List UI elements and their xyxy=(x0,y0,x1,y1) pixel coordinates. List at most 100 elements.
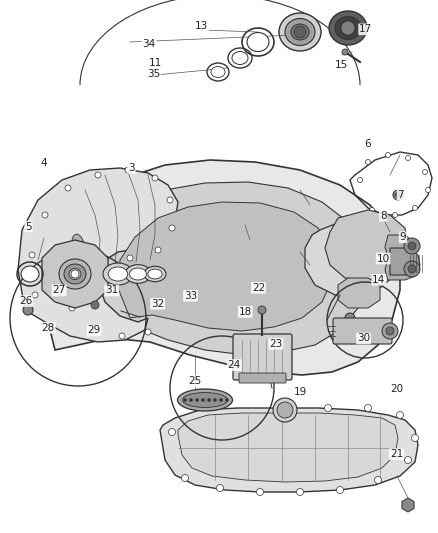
Text: 23: 23 xyxy=(269,339,283,349)
Text: 33: 33 xyxy=(184,291,197,301)
Text: 9: 9 xyxy=(399,232,406,242)
Polygon shape xyxy=(118,202,333,331)
Text: 3: 3 xyxy=(128,163,135,173)
Circle shape xyxy=(119,333,125,339)
Circle shape xyxy=(382,323,398,339)
Circle shape xyxy=(65,185,71,191)
Circle shape xyxy=(325,405,332,411)
FancyBboxPatch shape xyxy=(333,318,392,344)
Text: 17: 17 xyxy=(359,25,372,34)
Circle shape xyxy=(385,152,391,157)
Polygon shape xyxy=(338,278,380,308)
Ellipse shape xyxy=(247,33,269,52)
Circle shape xyxy=(208,399,211,401)
Text: 4: 4 xyxy=(40,158,47,167)
Circle shape xyxy=(190,399,192,401)
Circle shape xyxy=(345,313,355,323)
Text: 28: 28 xyxy=(42,323,55,333)
Text: 19: 19 xyxy=(293,387,307,397)
Text: 6: 6 xyxy=(364,139,371,149)
Circle shape xyxy=(91,301,99,309)
Text: 34: 34 xyxy=(142,39,155,49)
Polygon shape xyxy=(88,182,365,355)
Polygon shape xyxy=(385,258,415,280)
Circle shape xyxy=(92,325,98,331)
Text: 29: 29 xyxy=(88,326,101,335)
Circle shape xyxy=(364,405,371,411)
Circle shape xyxy=(393,190,403,200)
Text: 26: 26 xyxy=(19,296,32,306)
Circle shape xyxy=(95,172,101,178)
Circle shape xyxy=(213,399,216,401)
Text: 22: 22 xyxy=(252,283,265,293)
Circle shape xyxy=(65,282,71,288)
Circle shape xyxy=(69,305,75,311)
Circle shape xyxy=(423,169,427,174)
Circle shape xyxy=(408,242,416,250)
Polygon shape xyxy=(325,210,408,280)
Circle shape xyxy=(341,21,355,35)
Polygon shape xyxy=(42,240,108,308)
Circle shape xyxy=(408,265,416,273)
Text: 11: 11 xyxy=(149,58,162,68)
Text: 13: 13 xyxy=(195,21,208,30)
Polygon shape xyxy=(178,413,398,482)
Ellipse shape xyxy=(59,259,91,289)
Circle shape xyxy=(32,292,38,298)
Text: 7: 7 xyxy=(397,190,404,199)
Ellipse shape xyxy=(79,278,91,298)
Text: 24: 24 xyxy=(228,360,241,370)
Circle shape xyxy=(42,212,48,218)
Ellipse shape xyxy=(72,234,84,256)
Circle shape xyxy=(125,167,131,173)
Polygon shape xyxy=(402,498,414,512)
Ellipse shape xyxy=(64,264,86,284)
Ellipse shape xyxy=(69,269,81,279)
Circle shape xyxy=(201,399,205,401)
Circle shape xyxy=(336,487,343,494)
Circle shape xyxy=(226,399,229,401)
Circle shape xyxy=(216,484,223,491)
Circle shape xyxy=(71,270,79,278)
Text: 31: 31 xyxy=(105,286,118,295)
Circle shape xyxy=(277,402,293,418)
Circle shape xyxy=(219,399,223,401)
FancyBboxPatch shape xyxy=(239,373,286,383)
Text: 10: 10 xyxy=(377,254,390,263)
Circle shape xyxy=(370,207,374,213)
Text: 8: 8 xyxy=(380,211,387,221)
Circle shape xyxy=(404,261,420,277)
Ellipse shape xyxy=(21,266,39,282)
Circle shape xyxy=(396,192,400,198)
Circle shape xyxy=(127,255,133,261)
Circle shape xyxy=(294,26,306,38)
Circle shape xyxy=(392,213,398,217)
Circle shape xyxy=(29,252,35,258)
Circle shape xyxy=(23,305,33,315)
FancyBboxPatch shape xyxy=(233,334,292,380)
Circle shape xyxy=(365,159,371,165)
Circle shape xyxy=(169,429,176,435)
Polygon shape xyxy=(385,235,415,257)
Circle shape xyxy=(184,399,187,401)
Text: 20: 20 xyxy=(390,384,403,394)
Circle shape xyxy=(195,399,198,401)
Ellipse shape xyxy=(335,17,361,39)
Polygon shape xyxy=(18,168,178,342)
Text: 14: 14 xyxy=(372,275,385,285)
Ellipse shape xyxy=(130,268,146,280)
Ellipse shape xyxy=(279,13,321,51)
Circle shape xyxy=(257,489,264,496)
Circle shape xyxy=(181,474,188,481)
Ellipse shape xyxy=(144,266,166,282)
Circle shape xyxy=(404,238,420,254)
Circle shape xyxy=(273,398,297,422)
Circle shape xyxy=(411,434,418,441)
Text: 15: 15 xyxy=(335,60,348,70)
Ellipse shape xyxy=(125,265,151,284)
Polygon shape xyxy=(160,408,418,492)
Circle shape xyxy=(79,262,85,268)
Polygon shape xyxy=(45,160,400,375)
Ellipse shape xyxy=(211,67,225,77)
Ellipse shape xyxy=(148,269,162,279)
